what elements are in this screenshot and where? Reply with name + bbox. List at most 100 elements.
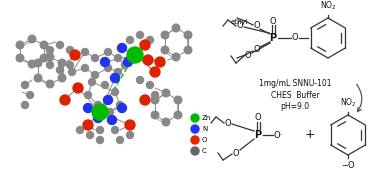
Circle shape (191, 114, 199, 122)
Circle shape (191, 136, 199, 144)
Text: −O: −O (341, 161, 355, 170)
Circle shape (56, 66, 64, 74)
Circle shape (26, 92, 34, 98)
FancyArrowPatch shape (357, 84, 362, 112)
Circle shape (70, 50, 80, 60)
Circle shape (46, 53, 54, 61)
Circle shape (121, 61, 129, 69)
Text: O: O (270, 16, 276, 25)
Text: N: N (202, 126, 207, 132)
Circle shape (174, 111, 182, 119)
Circle shape (58, 59, 66, 67)
Circle shape (150, 67, 160, 77)
Circle shape (147, 37, 153, 43)
Circle shape (67, 47, 73, 53)
Circle shape (172, 53, 180, 61)
Circle shape (76, 126, 84, 134)
Text: O: O (254, 21, 260, 30)
Circle shape (88, 79, 96, 85)
Text: O: O (237, 20, 243, 30)
Circle shape (116, 136, 124, 143)
Circle shape (96, 136, 104, 143)
Circle shape (116, 102, 124, 108)
Circle shape (93, 113, 102, 122)
Text: O: O (245, 52, 251, 61)
Circle shape (96, 126, 104, 134)
Circle shape (151, 96, 159, 104)
Text: P: P (270, 33, 277, 43)
Circle shape (162, 89, 170, 97)
Circle shape (34, 59, 42, 67)
Circle shape (118, 43, 127, 52)
Circle shape (147, 81, 153, 89)
Text: O: O (254, 45, 260, 54)
Circle shape (28, 35, 36, 43)
Circle shape (40, 41, 48, 49)
Text: Zn: Zn (202, 115, 211, 121)
Circle shape (118, 103, 127, 112)
Circle shape (67, 61, 73, 69)
Circle shape (161, 31, 169, 39)
Text: ethyl: ethyl (230, 19, 248, 25)
Circle shape (104, 65, 112, 71)
Circle shape (82, 65, 88, 71)
Circle shape (155, 57, 165, 67)
Text: NO$_2$: NO$_2$ (340, 97, 356, 109)
Circle shape (102, 81, 108, 89)
Circle shape (104, 48, 112, 56)
Circle shape (16, 41, 24, 49)
Text: O: O (292, 34, 298, 43)
Circle shape (124, 57, 133, 66)
Circle shape (46, 80, 54, 88)
Circle shape (112, 126, 118, 134)
Text: O: O (233, 148, 239, 157)
Circle shape (92, 104, 108, 120)
Circle shape (87, 131, 93, 139)
Circle shape (91, 54, 99, 61)
Circle shape (58, 74, 66, 82)
Circle shape (125, 120, 135, 130)
Circle shape (28, 60, 36, 68)
Circle shape (101, 57, 110, 66)
Circle shape (56, 42, 64, 48)
Circle shape (184, 46, 192, 54)
Text: P: P (254, 130, 262, 140)
Circle shape (115, 54, 121, 61)
Circle shape (115, 69, 121, 75)
Text: O·: O· (273, 130, 283, 139)
Circle shape (191, 147, 199, 155)
Circle shape (22, 81, 28, 89)
Circle shape (16, 54, 24, 62)
Circle shape (127, 37, 133, 43)
Circle shape (107, 116, 116, 125)
Circle shape (191, 125, 199, 133)
Circle shape (84, 103, 93, 112)
Circle shape (46, 47, 54, 53)
Circle shape (127, 47, 143, 63)
Circle shape (91, 71, 99, 79)
Circle shape (83, 120, 93, 130)
Circle shape (94, 102, 102, 108)
Circle shape (140, 40, 150, 50)
Text: C: C (202, 148, 207, 154)
Circle shape (136, 76, 144, 84)
Circle shape (73, 83, 83, 93)
Circle shape (174, 96, 182, 104)
Circle shape (136, 31, 144, 39)
Circle shape (162, 118, 170, 126)
Text: +: + (305, 129, 315, 142)
Circle shape (127, 131, 133, 139)
Text: NO$_2$: NO$_2$ (320, 0, 336, 12)
Circle shape (161, 46, 169, 54)
Circle shape (112, 89, 118, 95)
Circle shape (34, 74, 42, 82)
Circle shape (143, 55, 153, 65)
Circle shape (110, 74, 119, 83)
Circle shape (68, 69, 76, 75)
Circle shape (60, 95, 70, 105)
Circle shape (82, 48, 88, 56)
Circle shape (40, 54, 48, 62)
Circle shape (184, 31, 192, 39)
Circle shape (107, 108, 113, 116)
Text: O: O (225, 119, 231, 128)
